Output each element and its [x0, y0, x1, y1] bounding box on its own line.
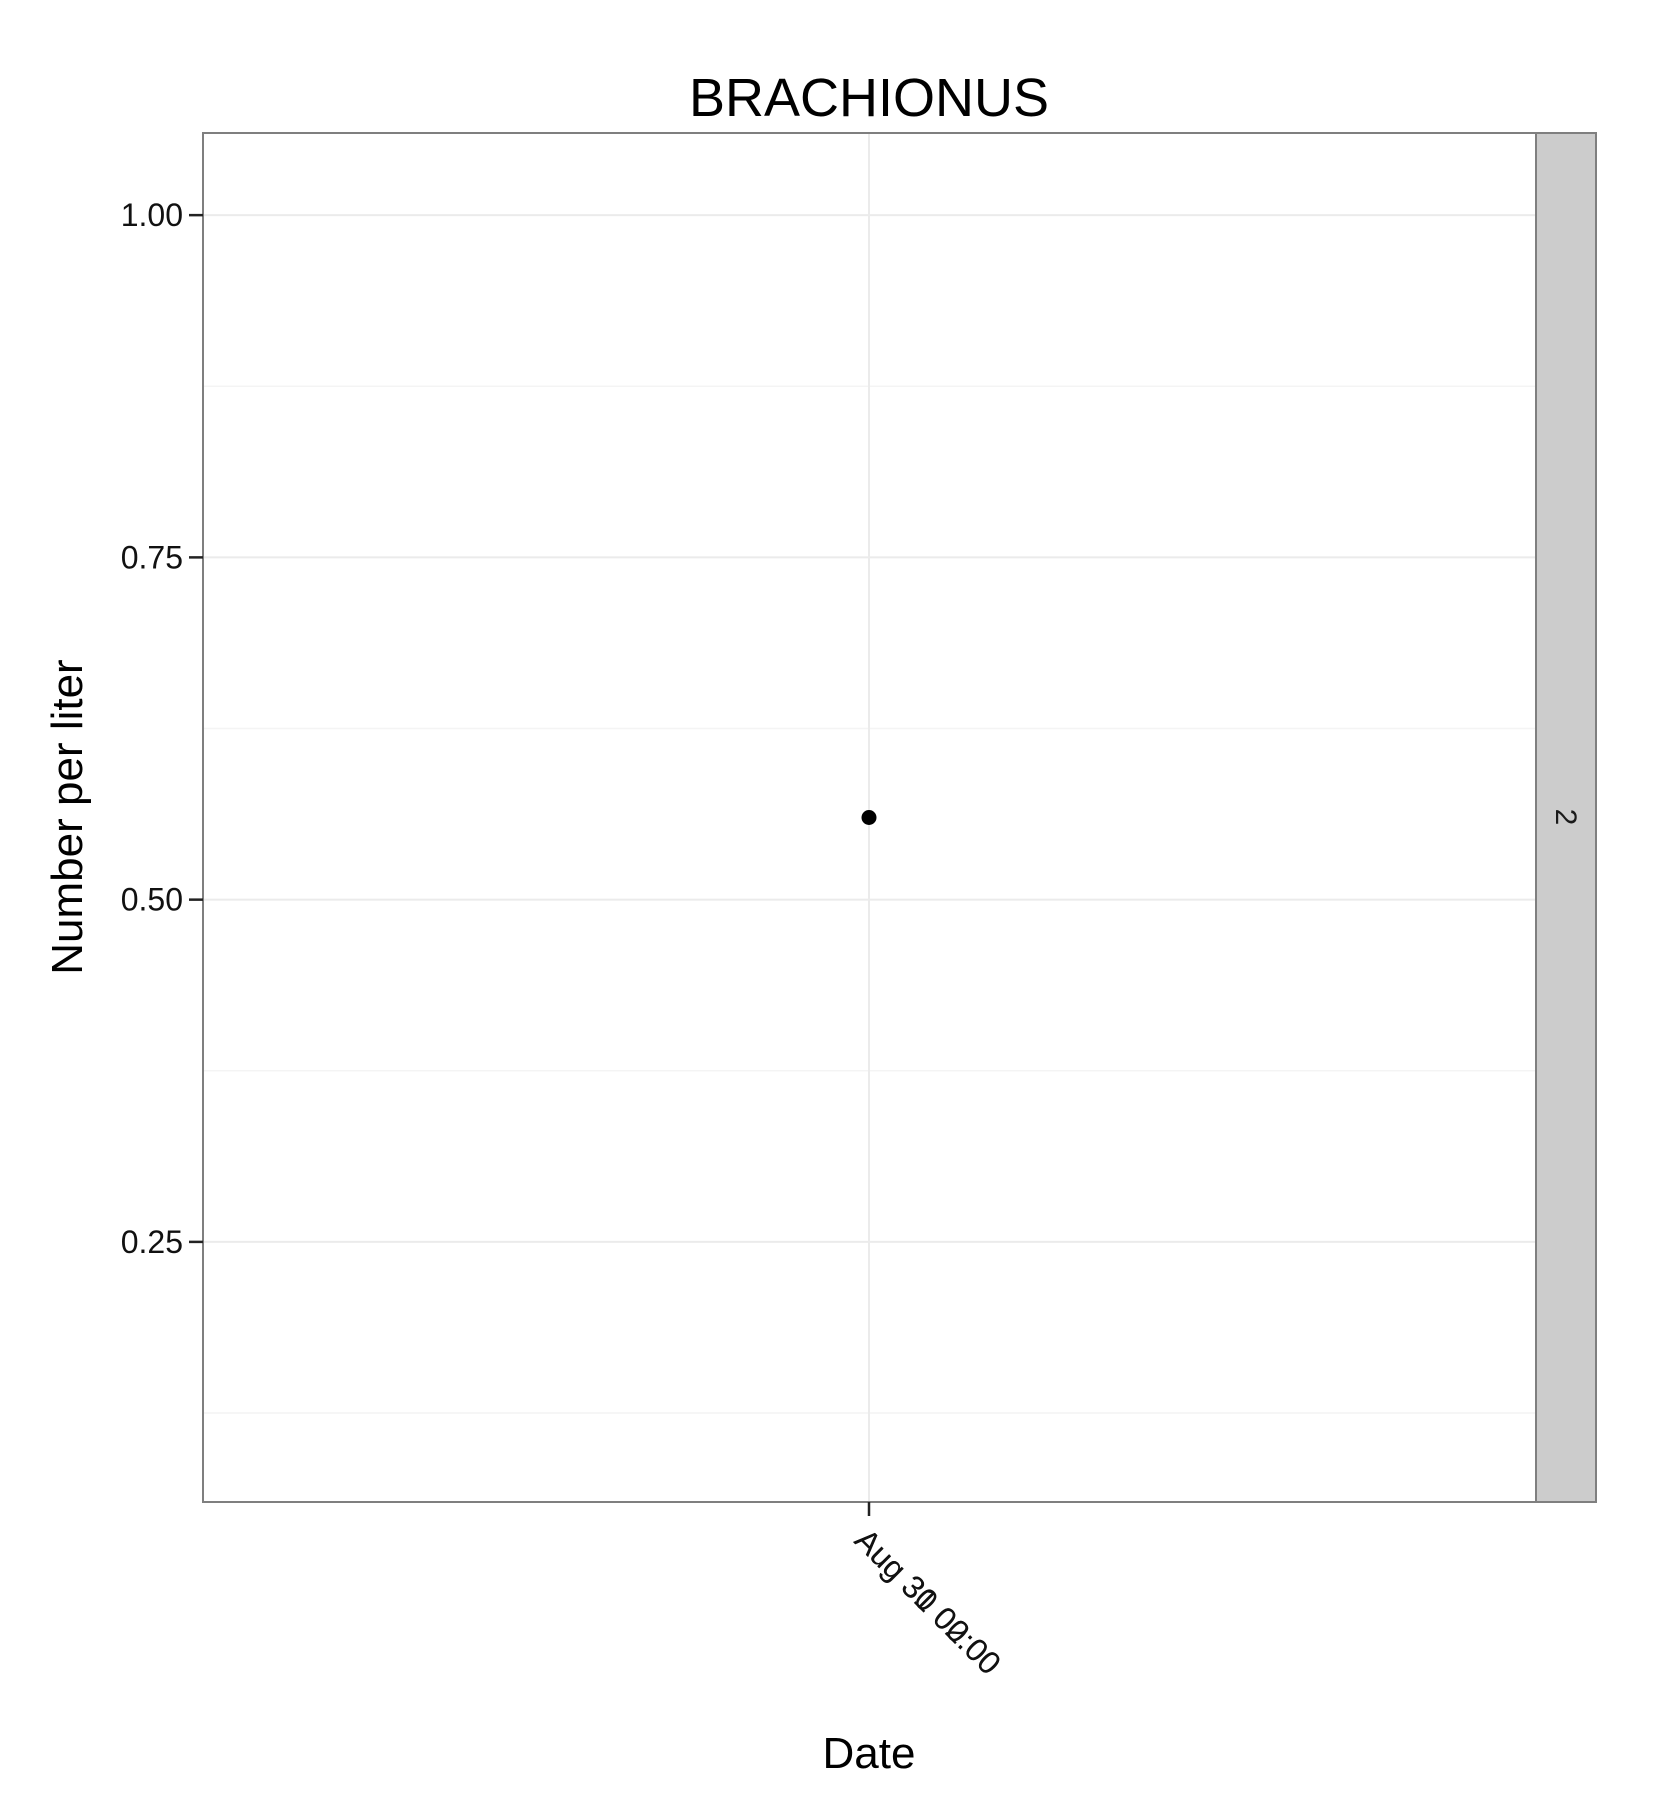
y-axis-label: Number per liter — [43, 659, 92, 974]
x-axis-label: Date — [823, 1729, 916, 1778]
chart-title: BRACHIONUS — [689, 68, 1049, 128]
data-point — [861, 810, 877, 825]
facet-strip — [1535, 132, 1597, 1503]
data-points — [861, 810, 877, 825]
y-tick-label: 0.50 — [121, 882, 183, 918]
x-tick-label: Aug 31 02:00 — [848, 1521, 1008, 1681]
y-axis-ticks: 0.25 0.50 0.75 1.00 — [121, 197, 203, 1260]
y-tick-label: 1.00 — [121, 197, 183, 233]
facet-strip-label: 2 — [1549, 809, 1582, 826]
y-tick-label: 0.75 — [121, 539, 183, 575]
y-tick-label: 0.25 — [121, 1224, 183, 1260]
